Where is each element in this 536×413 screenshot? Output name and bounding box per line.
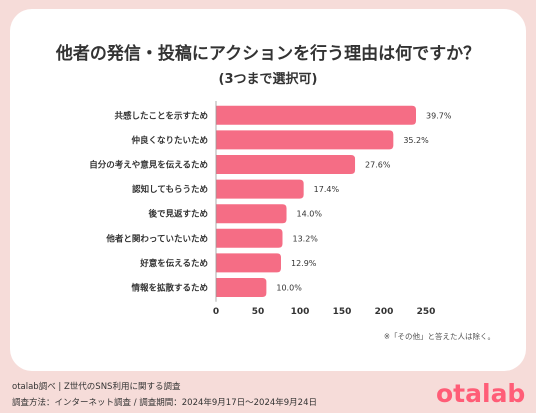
value-label: 17.4% [314, 185, 340, 194]
category-label: 後で見返すため [148, 209, 208, 220]
category-label: 情報を拡散するため [130, 283, 208, 294]
value-label: 14.0% [297, 210, 323, 219]
chart-title: 他者の発信・投稿にアクションを行う理由は何ですか？ [55, 43, 480, 64]
x-tick-label: 100 [291, 307, 310, 317]
chart-subtitle: (3つまで選択可) [219, 71, 318, 87]
x-tick-label: 250 [417, 307, 436, 317]
footer-source: otalab調べ | Z世代のSNS利用に関する調査 調査方法：インターネット調… [12, 379, 317, 411]
bar [216, 105, 416, 125]
chart-note: ※「その他」と答えた人は除く。 [384, 331, 495, 341]
category-label: 他者と関わっていたいため [105, 233, 208, 244]
value-label: 27.6% [365, 161, 391, 170]
x-tick-label: 0 [213, 307, 219, 317]
value-label: 12.9% [291, 259, 317, 268]
category-label: 共感したことを示すため [114, 110, 208, 121]
bar [216, 253, 281, 273]
category-label: 認知してもらうため [132, 184, 208, 195]
x-tick-label: 200 [375, 307, 394, 317]
x-tick-label: 150 [333, 307, 352, 317]
footer-line-1: otalab調べ | Z世代のSNS利用に関する調査 [12, 382, 181, 392]
chart-card: 他者の発信・投稿にアクションを行う理由は何ですか？ (3つまで選択可) 共感した… [10, 9, 526, 371]
value-label: 13.2% [292, 234, 318, 243]
value-label: 35.2% [403, 136, 429, 145]
category-label: 好意を伝えるため [139, 258, 208, 269]
bar-chart: 他者の発信・投稿にアクションを行う理由は何ですか？ (3つまで選択可) 共感した… [55, 43, 495, 341]
bar [216, 228, 283, 248]
bar [216, 278, 267, 297]
otalab-logo: otalab [436, 379, 526, 408]
value-label: 10.0% [276, 284, 302, 293]
category-label: 自分の考えや意見を伝えるため [89, 160, 208, 171]
category-label: 仲良くなりたいため [131, 135, 208, 146]
value-label: 39.7% [426, 111, 452, 120]
footer-line-2: 調査方法：インターネット調査 / 調査期間：2024年9月17日〜2024年9月… [12, 398, 317, 408]
bar [216, 155, 356, 174]
bar [216, 130, 394, 150]
bar [216, 179, 304, 199]
x-tick-label: 50 [252, 307, 265, 317]
bar [216, 204, 287, 224]
